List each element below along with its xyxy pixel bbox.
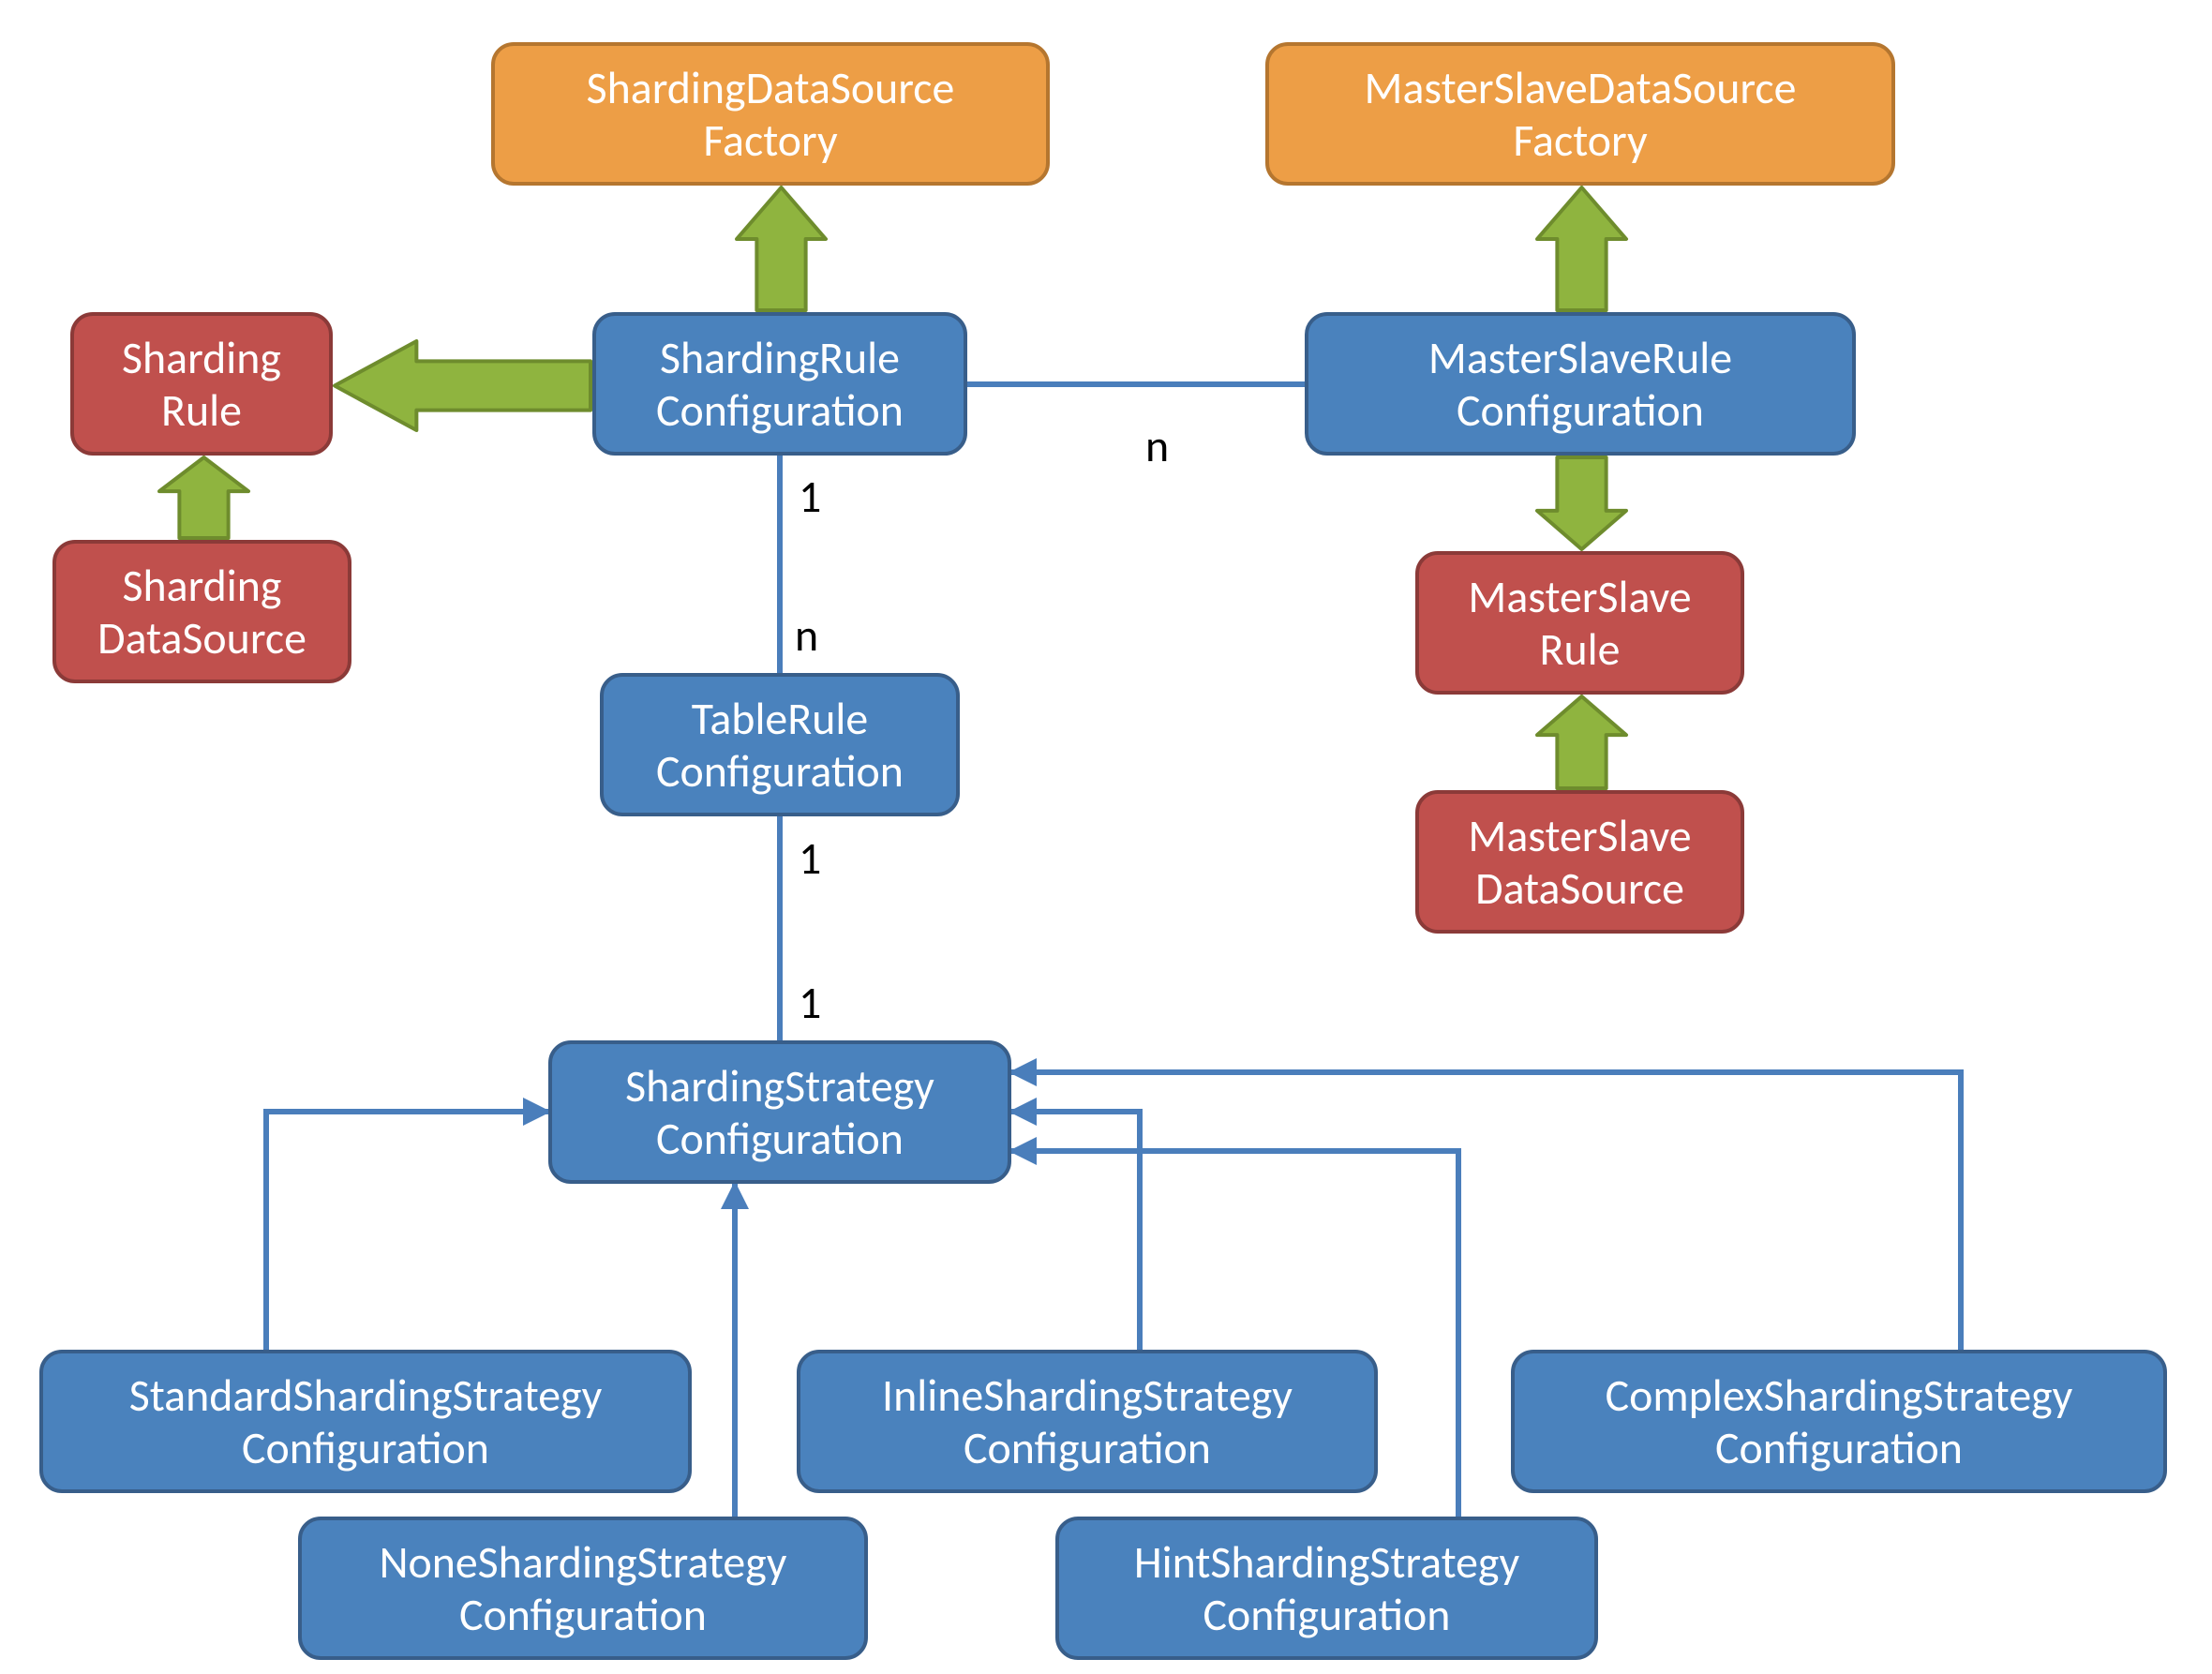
cardinality-label: 1: [799, 830, 821, 886]
green-arrow: [335, 341, 590, 430]
node-masterslave-datasource: MasterSlave DataSource: [1415, 790, 1744, 934]
node-inline-strategy: InlineShardingStrategy Configuration: [797, 1350, 1378, 1493]
node-sharding-ds-factory: ShardingDataSource Factory: [491, 42, 1050, 186]
node-masterslave-rule-cfg: MasterSlaveRule Configuration: [1305, 312, 1856, 456]
edge-complex_to_strategy: [1011, 1072, 1961, 1350]
node-standard-strategy: StandardShardingStrategy Configuration: [39, 1350, 692, 1493]
green-arrow: [1537, 696, 1626, 788]
green-arrow: [1537, 187, 1626, 310]
node-table-rule-cfg: TableRule Configuration: [600, 673, 960, 816]
green-arrow: [1537, 457, 1626, 549]
edge-standard_to_strategy: [266, 1112, 548, 1350]
node-sharding-rule-cfg: ShardingRule Configuration: [592, 312, 967, 456]
green-arrow: [159, 457, 248, 538]
node-complex-strategy: ComplexShardingStrategy Configuration: [1511, 1350, 2167, 1493]
node-sharding-rule: Sharding Rule: [70, 312, 333, 456]
node-hint-strategy: HintShardingStrategy Configuration: [1055, 1517, 1598, 1660]
edge-inline_to_strategy: [1011, 1112, 1140, 1350]
node-none-strategy: NoneShardingStrategy Configuration: [298, 1517, 868, 1660]
cardinality-label: n: [1145, 418, 1169, 473]
node-sharding-datasource: Sharding DataSource: [52, 540, 351, 683]
node-masterslave-ds-factory: MasterSlaveDataSource Factory: [1265, 42, 1895, 186]
cardinality-label: n: [795, 607, 818, 663]
diagram-canvas: ShardingDataSource Factory MasterSlaveDat…: [0, 0, 2212, 1674]
green-arrow: [737, 187, 826, 310]
node-masterslave-rule: MasterSlave Rule: [1415, 551, 1744, 695]
cardinality-label: 1: [799, 975, 821, 1030]
cardinality-label: 1: [799, 469, 821, 524]
node-sharding-strategy-cfg: ShardingStrategy Configuration: [548, 1040, 1011, 1184]
